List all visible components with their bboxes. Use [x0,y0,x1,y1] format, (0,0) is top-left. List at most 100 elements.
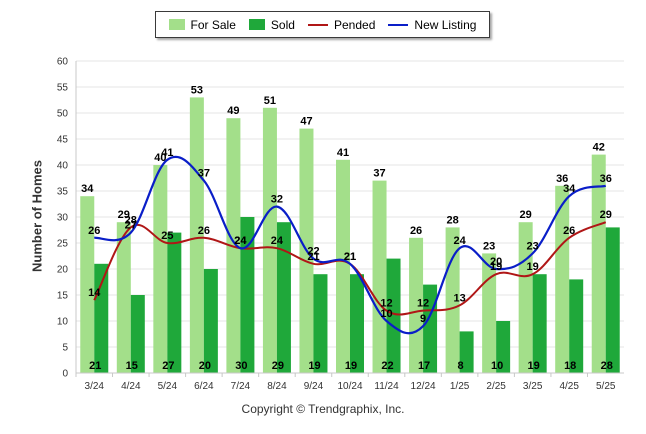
x-tick-label: 4/24 [121,381,141,392]
sold-value-label: 28 [601,360,613,372]
y-tick-label: 45 [57,135,69,146]
for-sale-value-label: 40 [154,152,166,164]
bar-sold [94,263,109,373]
new-listing-value-label: 36 [600,173,612,185]
legend-label-for-sale: For Sale [190,17,236,32]
x-tick-label: 3/24 [85,381,105,392]
sold-value-label: 10 [491,360,503,372]
for-sale-value-label: 41 [337,147,349,159]
new-listing-swatch [388,23,409,26]
for-sale-value-label: 29 [118,209,130,221]
new-listing-value-label: 23 [527,240,539,252]
x-tick-label: 3/25 [523,381,543,392]
legend-item-sold[interactable]: Sold [248,18,295,32]
pended-value-label: 19 [490,261,502,273]
pended-value-label: 14 [88,287,101,299]
new-listing-value-label: 34 [563,183,576,195]
pended-value-label: 26 [198,225,210,237]
new-listing-value-label: 21 [344,251,356,263]
pended-value-label: 24 [234,235,247,247]
new-listing-value-label: 37 [198,168,210,180]
legend-item-pended[interactable]: Pended [308,18,375,32]
bar-sold [569,279,584,373]
series-lines [93,155,607,335]
x-tick-label: 5/24 [158,381,178,392]
for-sale-value-label: 36 [556,173,568,185]
pended-value-label: 24 [271,235,284,247]
pended-value-label: 12 [417,298,429,310]
x-tick-label: 8/24 [267,381,287,392]
legend-item-new-listing[interactable]: New Listing [388,18,476,32]
new-listing-value-label: 41 [161,147,173,159]
sold-value-label: 19 [345,360,357,372]
sold-value-label: 18 [564,360,576,372]
for-sale-value-label: 26 [410,225,422,237]
series-line-new-listing [94,155,607,335]
x-tick-label: 2/25 [486,381,506,392]
y-tick-label: 10 [57,317,69,328]
bar-for-sale [336,159,350,373]
y-tick-label: 15 [57,291,69,302]
x-tick-label: 7/24 [231,381,251,392]
bar-sold [167,232,182,373]
y-tick-label: 0 [62,369,68,380]
x-tick-label: 12/24 [411,381,436,392]
y-tick-label: 25 [57,239,69,250]
bar-sold [386,258,401,373]
sold-value-label: 22 [381,360,393,372]
legend-item-for-sale[interactable]: For Sale [168,17,236,32]
x-tick-label: 4/25 [559,381,579,392]
sold-swatch [248,19,265,30]
bar-sold [532,274,547,373]
legend-label-new-listing: New Listing [414,17,477,32]
sold-value-label: 8 [458,360,464,372]
bar-for-sale [372,180,387,373]
bar-for-sale [482,253,497,373]
new-listing-value-label: 24 [234,235,247,247]
new-listing-value-label: 22 [307,246,319,258]
for-sale-value-label: 37 [373,168,385,180]
for-sale-swatch [168,19,185,30]
for-sale-value-label: 47 [300,116,312,128]
new-listing-value-label: 27 [125,220,137,232]
bar-sold [313,274,328,373]
new-listing-value-label: 10 [380,308,392,320]
bar-for-sale [409,237,424,373]
for-sale-value-label: 51 [264,95,276,107]
y-tick-label: 30 [57,213,69,224]
pended-value-label: 13 [453,292,465,304]
y-tick-label: 60 [57,57,69,68]
data-labels: 3421142629152827402725415320263749302424… [81,84,613,372]
sold-value-label: 30 [235,360,247,372]
sold-value-label: 19 [308,360,320,372]
pended-value-label: 28 [125,214,137,226]
new-listing-value-label: 24 [453,235,466,247]
x-tick-label: 1/25 [450,381,470,392]
sold-value-label: 15 [126,360,138,372]
sold-value-label: 17 [418,360,430,372]
bar-for-sale [262,107,277,374]
y-axis-title: Number of Homes [29,160,45,272]
bar-sold [203,269,218,373]
pended-value-label: 12 [380,298,392,310]
y-tick-label: 20 [57,265,69,276]
for-sale-value-label: 28 [446,214,458,226]
x-tick-label: 5/25 [596,381,616,392]
x-tick-label: 9/24 [304,381,324,392]
bar-for-sale [555,185,570,373]
y-tick-label: 40 [57,161,69,172]
bar-sold [350,274,364,373]
bar-sold [496,321,511,373]
sold-value-label: 20 [199,360,211,372]
for-sale-value-label: 53 [191,84,203,96]
pended-value-label: 21 [307,251,319,263]
bar-for-sale [116,222,131,373]
for-sale-value-label: 23 [483,240,495,252]
x-tick-label: 11/24 [374,381,399,392]
new-listing-value-label: 20 [490,256,502,268]
sold-value-label: 27 [162,360,174,372]
new-listing-value-label: 9 [420,313,426,325]
copyright-footer: Copyright © Trendgraphix, Inc. [241,402,405,416]
bar-sold [276,222,291,373]
